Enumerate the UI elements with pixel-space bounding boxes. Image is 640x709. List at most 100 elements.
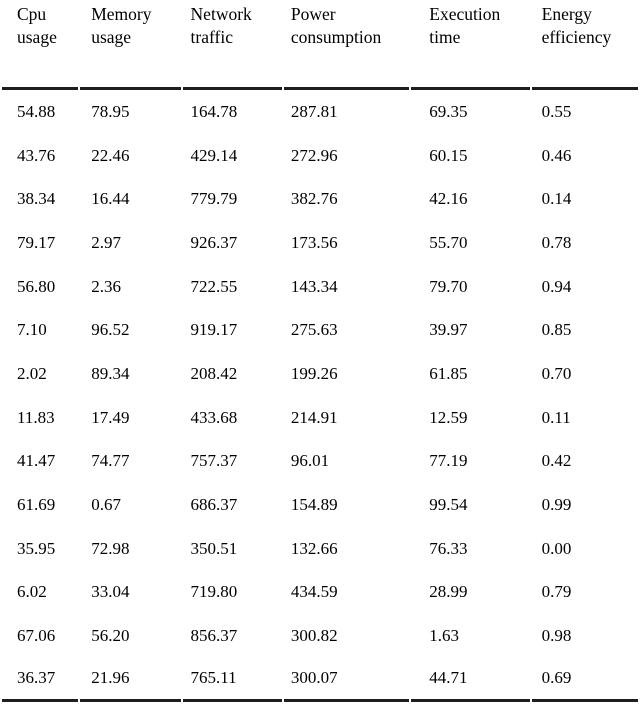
- table-cell: 0.70: [541, 363, 572, 383]
- table-row: 35.95 72.98 350.51 132.66 76.33 0.00: [2, 527, 638, 571]
- table-cell: 60.15: [429, 145, 468, 165]
- table-cell: 350.51: [190, 538, 238, 558]
- table-cell: 44.71: [411, 658, 530, 702]
- column-header-network-traffic: Network traffic: [182, 2, 282, 90]
- table-row: 56.80 2.36 722.55 143.34 79.70 0.94: [2, 265, 638, 309]
- table-cell: 173.56: [290, 232, 338, 252]
- table-cell: 722.55: [190, 276, 238, 296]
- table-row: 79.17 2.97 926.37 173.56 55.70 0.78: [2, 221, 638, 265]
- column-header-energy-efficiency: Energy efficiency: [531, 2, 638, 90]
- table-cell: 0.46: [541, 145, 572, 165]
- table-cell: 69.35: [429, 101, 468, 121]
- table-cell: 0.55: [541, 101, 572, 121]
- table-cell: 856.37: [190, 626, 238, 646]
- table-cell: 164.78: [190, 101, 238, 121]
- table-cell: 779.79: [190, 189, 238, 209]
- table-row: 11.83 17.49 433.68 214.91 12.59 0.11: [2, 396, 638, 440]
- table-cell: 42.16: [429, 189, 468, 209]
- table-row: 7.10 96.52 919.17 275.63 39.97 0.85: [2, 308, 638, 352]
- table-cell: 2.02: [17, 363, 47, 383]
- table-cell: 55.70: [429, 232, 468, 252]
- table-cell: 56.80: [17, 276, 56, 296]
- table-cell: 434.59: [290, 582, 338, 602]
- table-cell: 272.96: [290, 145, 338, 165]
- table-cell: 72.98: [91, 538, 130, 558]
- table-cell: 43.76: [17, 145, 56, 165]
- table-cell: 61.85: [429, 363, 468, 383]
- table-row: 61.69 0.67 686.37 154.89 99.54 0.99: [2, 483, 638, 527]
- table-cell: 433.68: [190, 407, 238, 427]
- table-cell: 17.49: [91, 407, 130, 427]
- table-row: 38.34 16.44 779.79 382.76 42.16 0.14: [2, 177, 638, 221]
- table-cell: 132.66: [290, 538, 338, 558]
- table-cell: 21.96: [80, 658, 181, 702]
- table-row: 6.02 33.04 719.80 434.59 28.99 0.79: [2, 571, 638, 615]
- table-cell: 300.82: [290, 626, 338, 646]
- table-cell: 12.59: [429, 407, 468, 427]
- table-cell: 0.85: [541, 320, 572, 340]
- table-cell: 719.80: [190, 582, 238, 602]
- table-cell: 0.42: [541, 451, 572, 471]
- table-cell: 382.76: [290, 189, 338, 209]
- table-row: 54.88 78.95 164.78 287.81 69.35 0.55: [2, 90, 638, 134]
- table-cell: 79.17: [17, 232, 56, 252]
- table-cell: 686.37: [190, 495, 238, 515]
- table-cell: 429.14: [190, 145, 238, 165]
- table-body: 54.88 78.95 164.78 287.81 69.35 0.55 43.76 22.4…: [2, 90, 638, 702]
- table-cell: 0.67: [91, 495, 121, 515]
- table-cell: 54.88: [17, 101, 56, 121]
- table-cell: 6.02: [17, 582, 47, 602]
- table-cell: 41.47: [17, 451, 56, 471]
- table-cell: 199.26: [290, 363, 338, 383]
- table-cell: 208.42: [190, 363, 238, 383]
- table-cell: 0.98: [541, 626, 572, 646]
- table-cell: 0.79: [541, 582, 572, 602]
- table-cell: 33.04: [91, 582, 130, 602]
- table-cell: 154.89: [290, 495, 338, 515]
- table-cell: 926.37: [190, 232, 238, 252]
- table-cell: 22.46: [91, 145, 130, 165]
- table-cell: 28.99: [429, 582, 468, 602]
- table-cell: 300.07: [283, 658, 410, 702]
- table-cell: 765.11: [182, 658, 282, 702]
- table-cell: 0.99: [541, 495, 572, 515]
- table-cell: 56.20: [91, 626, 130, 646]
- table-cell: 919.17: [190, 320, 238, 340]
- table-cell: 74.77: [91, 451, 130, 471]
- table-cell: 143.34: [290, 276, 338, 296]
- table-cell: 0.00: [541, 538, 572, 558]
- column-header-power-consumption: Power consumption: [283, 2, 410, 90]
- table-cell: 2.36: [91, 276, 121, 296]
- table-cell: 79.70: [429, 276, 468, 296]
- table-cell: 11.83: [17, 407, 55, 427]
- table-cell: 214.91: [290, 407, 338, 427]
- table-cell: 77.19: [429, 451, 468, 471]
- table-cell: 96.01: [290, 451, 330, 471]
- table-cell: 0.11: [541, 407, 571, 427]
- table-cell: 39.97: [429, 320, 468, 340]
- table-cell: 0.14: [541, 189, 572, 209]
- table-cell: 16.44: [91, 189, 130, 209]
- table-row: 2.02 89.34 208.42 199.26 61.85 0.70: [2, 352, 638, 396]
- table-cell: 89.34: [91, 363, 130, 383]
- table-row: 41.47 74.77 757.37 96.01 77.19 0.42: [2, 440, 638, 484]
- table-cell: 275.63: [290, 320, 338, 340]
- table-cell: 7.10: [17, 320, 47, 340]
- table-row: 67.06 56.20 856.37 300.82 1.63 0.98: [2, 614, 638, 658]
- table-cell: 0.78: [541, 232, 572, 252]
- table-cell: 0.69: [531, 658, 638, 702]
- column-header-cpu-usage: Cpu usage: [2, 2, 79, 90]
- table-cell: 99.54: [429, 495, 468, 515]
- header-row: Cpu usage Memory usage Network traffic P…: [2, 2, 638, 90]
- table-cell: 78.95: [91, 101, 130, 121]
- table-cell: 1.63: [429, 626, 459, 646]
- table-cell: 36.37: [2, 658, 79, 702]
- table-row: 36.37 21.96 765.11 300.07 44.71 0.69: [2, 658, 638, 702]
- table-cell: 35.95: [17, 538, 56, 558]
- table-cell: 757.37: [190, 451, 238, 471]
- table-cell: 96.52: [91, 320, 130, 340]
- table-cell: 76.33: [429, 538, 468, 558]
- table-cell: 38.34: [17, 189, 56, 209]
- table-row: 43.76 22.46 429.14 272.96 60.15 0.46: [2, 134, 638, 178]
